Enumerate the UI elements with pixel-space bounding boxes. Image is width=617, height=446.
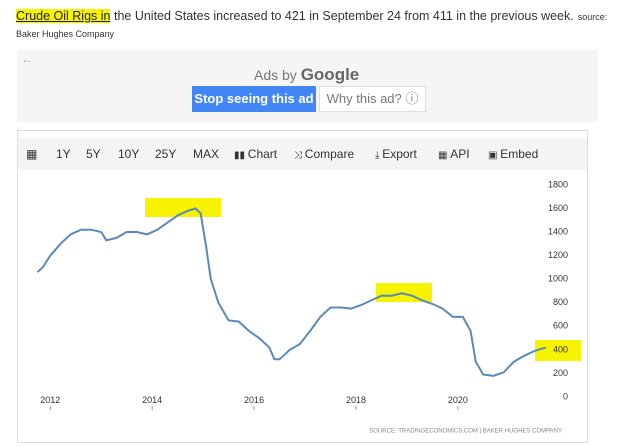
x-tick-label: 2018 (346, 395, 366, 405)
x-tick-label: 2014 (142, 395, 162, 405)
x-tick-label: 2020 (448, 395, 468, 405)
toolbar-label: Chart (247, 147, 278, 161)
y-tick-label: 1600 (548, 203, 568, 213)
y-tick-label: 200 (553, 368, 568, 378)
y-tick-label: 0 (563, 391, 568, 401)
toolbar-item[interactable]: ⤨ Compare (294, 147, 354, 161)
source: Baker Hughes Company (16, 29, 115, 39)
toolbar: ▦ 1Y 5Y 10Y 25Y MAX ▮▮ Chart ⤨ Compare ⤓ Export… (18, 138, 587, 170)
toolbar-label: Compare (304, 147, 355, 161)
ads-by: Ads by Google (254, 65, 359, 85)
toolbar-label: 25Y (155, 147, 177, 161)
y-tick-label: 400 (553, 344, 568, 354)
back-arrow[interactable]: ← (21, 52, 33, 66)
icon: ▣ (488, 150, 501, 161)
toolbar-label: API (450, 147, 470, 161)
toolbar-item[interactable]: 10Y (118, 147, 139, 161)
highlight (535, 340, 581, 361)
toolbar-item[interactable]: ⤓ Export (375, 147, 417, 161)
toolbar-label: 1Y (56, 147, 71, 161)
ads-by-text: Ads by (254, 67, 297, 83)
why-text: Why this ad? (326, 91, 402, 106)
google: Google (300, 65, 360, 84)
icon: ⤨ (294, 150, 305, 161)
toolbar-label: Embed (500, 147, 539, 161)
toolbar-item[interactable]: 5Y (86, 147, 101, 161)
toolbar-label: 10Y (118, 147, 140, 161)
headline: Crude Oil Rigs in the United States incr… (16, 9, 607, 23)
headline-text: the United States increased to 421 in Se… (113, 9, 574, 23)
toolbar-label: Export (382, 147, 417, 161)
toolbar-item[interactable]: ▮▮ Chart (234, 147, 277, 161)
y-tick-label: 800 (553, 297, 568, 307)
icon: ▮▮ (234, 150, 248, 161)
y-tick-label: 1200 (548, 250, 568, 260)
icon: ▦ (438, 150, 451, 161)
toolbar-item[interactable]: ▣ Embed (488, 147, 538, 161)
toolbar-label: MAX (193, 147, 220, 161)
y-tick-label: 1000 (548, 274, 568, 284)
line (36, 207, 547, 377)
source-label: source: (577, 12, 608, 22)
stop-button[interactable]: Stop seeing this ad (192, 86, 316, 112)
chart-source: SOURCE: TRADINGECONOMICS.COM | BAKER HUG… (369, 429, 562, 435)
chart-box (17, 130, 588, 443)
toolbar-label: 5Y (86, 147, 101, 161)
x-tick-label: 2012 (40, 395, 60, 405)
toolbar-item[interactable]: 1Y (56, 147, 71, 161)
calendar-icon[interactable]: ▦ (26, 147, 38, 161)
y-tick-label: 600 (553, 321, 568, 331)
toolbar-item[interactable]: ▦ API (438, 147, 470, 161)
highlight (145, 198, 221, 217)
toolbar-item[interactable]: MAX (193, 147, 219, 161)
y-tick-label: 1800 (548, 179, 568, 189)
x-tick-label: 2016 (244, 395, 264, 405)
ad-box: ← Ads by Google Stop seeing this ad Why … (17, 50, 598, 122)
highlight (376, 283, 432, 302)
y-tick-label: 1400 (548, 226, 568, 236)
toolbar-item[interactable]: 25Y (155, 147, 176, 161)
icon: ⤓ (375, 150, 383, 161)
why-button[interactable]: Why this ad? ⓘ (319, 86, 426, 112)
headline-link[interactable]: Crude Oil Rigs in (16, 9, 111, 23)
